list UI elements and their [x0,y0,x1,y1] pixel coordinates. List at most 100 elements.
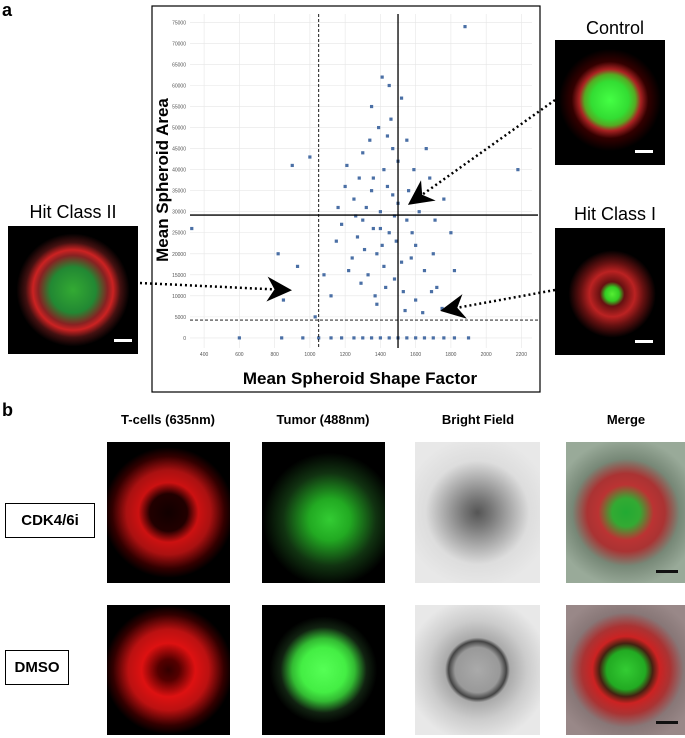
point [414,336,418,340]
point [385,134,390,138]
point [352,336,356,340]
point [308,155,312,159]
micrograph [566,605,685,735]
point [352,197,356,201]
y-tick-label: 60000 [172,84,186,90]
y-tick-label: 75000 [172,20,186,26]
point [280,336,284,340]
point [361,151,365,155]
point [433,218,437,222]
point [424,147,428,151]
point [371,226,375,231]
y-tick-label: 20000 [172,252,186,258]
point [421,311,425,315]
y-tick-label: 35000 [172,189,186,195]
point [375,302,379,306]
y-tick-label: 10000 [172,294,186,300]
point [449,231,453,235]
point [380,75,384,79]
point [355,235,360,239]
micrograph [262,605,385,735]
point [295,264,300,268]
x-tick-label: 2000 [481,352,492,358]
point [382,264,386,268]
point [378,336,382,340]
point [428,176,432,180]
arrows [139,98,556,319]
point [334,239,338,243]
point [380,243,384,247]
x-tick-label: 1800 [445,352,456,358]
point [369,189,374,193]
point [387,83,391,88]
point [290,163,294,168]
point [392,214,397,218]
point [452,268,457,273]
column-header: Bright Field [441,412,515,427]
point [431,336,435,340]
x-tick-label: 1000 [304,352,315,358]
arrow [440,288,556,319]
point [313,315,317,319]
arrow [407,98,556,205]
point [382,168,386,172]
x-tick-label: 2200 [516,352,527,358]
point [463,25,467,29]
micrograph [8,226,138,354]
point [237,336,241,340]
point [389,117,393,121]
point [375,252,379,256]
point [345,163,349,168]
point [276,252,280,256]
x-tick-label: 600 [235,352,244,358]
point [412,168,416,172]
point [442,336,446,340]
x-tick-label: 1400 [375,352,386,358]
chart: Mean Spheroid Area Mean Spheroid Shape F… [151,5,541,393]
micrograph [107,442,230,583]
point [391,193,395,197]
panel-label: b [2,400,13,420]
y-tick-label: 65000 [172,62,186,68]
point [377,125,381,130]
point [361,336,365,340]
image-label: Hit Class I [573,204,656,224]
y-tick-label: 5000 [175,315,186,321]
micrograph [415,442,540,583]
point [387,336,391,340]
x-tick-label: 1600 [410,352,421,358]
point [347,268,351,273]
point [373,294,377,298]
point [369,104,374,109]
point [385,184,390,189]
point [466,336,471,340]
chart-frame [151,5,541,393]
point [368,138,372,142]
micrograph [415,605,540,735]
point [405,218,409,222]
point [317,336,321,340]
y-tick-label: 30000 [172,210,186,216]
x-tick-label: 1200 [340,352,351,358]
point [405,336,409,340]
point [359,281,363,285]
point [322,273,326,277]
point [340,336,344,340]
point [403,308,407,313]
point [452,336,457,340]
point [401,290,405,294]
column-header: Tumor (488nm) [276,412,370,427]
micrograph [566,442,685,583]
point [391,147,395,151]
x-tick-label: 800 [270,352,279,358]
point [366,273,370,277]
image-label: Hit Class II [29,202,117,222]
point [417,210,421,214]
point [384,285,388,290]
micrograph [107,605,230,735]
point [371,176,375,180]
point [422,336,427,340]
point [301,336,305,340]
y-axis-title: Mean Spheroid Area [153,98,172,262]
point [350,256,354,260]
